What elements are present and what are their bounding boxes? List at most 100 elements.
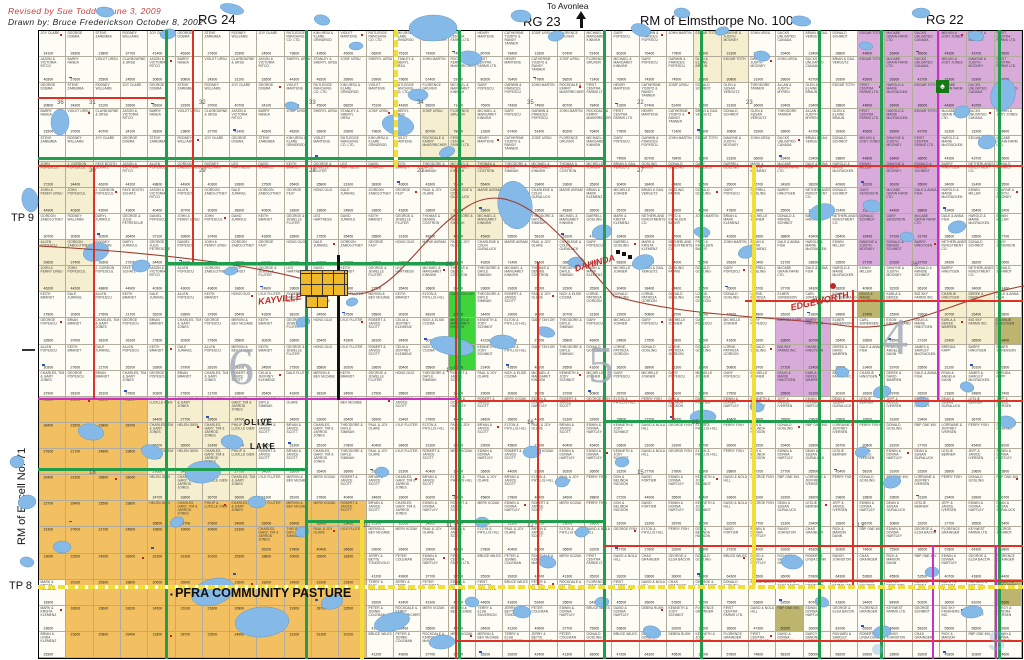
parcel-label: GEORGE FISH 27700 [612, 527, 638, 552]
parcel-cell: SHERYL URSU 29900 [366, 57, 394, 84]
parcel-cell: ALLEN POPESCU 32800 [175, 292, 203, 319]
parcel-label: JOHN MARTIN 77800 [667, 31, 693, 56]
parcel-cell: DONALD GOSLING 38900 [639, 344, 668, 371]
parcel-cell: MARK & KRISTA KLEMENZ 23600 [39, 605, 67, 632]
parcel-cell: FIRST CENTRA FARMS LTD. 77800 [612, 109, 640, 136]
parcel-assessment-value: 29400 [343, 522, 354, 526]
parcel-assessment-value: 45800 [453, 548, 463, 553]
parcel-label: FLORENCE GRUVER 78400 [449, 109, 475, 134]
parcel-owner-name: EDGAR TOTH [968, 136, 991, 140]
parcel-assessment-value: 50800 [726, 365, 736, 370]
parcel-cell: DOUG & MARIE HINGTGEN 25500 [776, 370, 804, 397]
parcel-owner-name: STEVE ZAREMBA [258, 136, 276, 143]
parcel-assessment-value: 31000 [644, 444, 654, 448]
parcel-label: DONALD & RANDIE SCHMIDT 35000 [913, 162, 939, 187]
parcel-owner-name: HAROLD & MARIE McCRACKEN [832, 162, 854, 173]
parcel-cell: DAVID & NOLA HILL 27700 [639, 449, 668, 476]
parcel-assessment-value: 40900 [999, 261, 1009, 265]
parcel-owner-name: THEODORE & DAYLE SIMINUK [258, 397, 282, 408]
parcel-cell: GARY TAYLOR 48100 [530, 344, 558, 371]
parcel-label: MERVIN & BEV McCABE 35200 [476, 632, 502, 657]
parcel-assessment-value: 35800 [316, 182, 327, 187]
parcel-owner-name: MICHELLE JOHNER [723, 318, 741, 326]
parcel-cell: GORDON ZABOLOTNEY 30300 [202, 187, 231, 214]
parcel-assessment-value: 36000 [698, 653, 709, 657]
parcel-label: GOSLING FARMS 38900 [667, 188, 693, 213]
parcel-assessment-value: 39400 [534, 182, 545, 187]
parcel-label: MERV KOZAK 35600 [503, 397, 529, 422]
parcel-assessment-value: 32900 [698, 470, 709, 474]
parcel-label: 18000 [94, 397, 120, 422]
parcel-cell: PAUL & JOY OLARE 40400 [366, 422, 394, 449]
pfra-pasture-label: ▪ PFRA COMMUNITY PASTURE [170, 586, 352, 600]
parcel-cell: HELEN GIEN 24700 [148, 475, 176, 502]
parcel-cell: THEODORE & DAYLE SIMINUK 27800 [284, 527, 313, 554]
parcel-label: 24900 [94, 554, 120, 579]
parcel-owner-name: VIOLET MARTENS [395, 136, 412, 143]
parcel-assessment-value: 32200 [753, 444, 764, 448]
parcel-assessment-value: 20100 [70, 580, 81, 585]
parcel-assessment-value: 22500 [70, 554, 81, 559]
parcel-label: 18300 [66, 606, 92, 631]
parcel-label: JOSIF URSU 13300 [530, 31, 556, 56]
parcel-label: DWAYNE & JUDITH MOONEY 43700 [967, 31, 993, 56]
parcel-cell: RANDY JOHNSTON 39200 [776, 527, 804, 554]
parcel-assessment-value: 34600 [480, 626, 491, 631]
parcel-assessment-value: 30300 [207, 208, 218, 213]
parcel-owner-name: KIM URSU & KLARE GRINDROD [395, 31, 416, 42]
parcel-cell: JOHN URSU 28600 [776, 57, 804, 84]
parcel-assessment-value: 40400 [562, 444, 573, 448]
parcel-owner-name: GEORGE FISH [750, 475, 774, 480]
parcel-label: DEBRA RUSH 45500 [667, 632, 693, 657]
revised-note: Revised by Sue Todd June 3, 2009 [8, 6, 162, 16]
parcel-label: EDWIN & DONNA HARTLEY 29600 [804, 397, 830, 422]
parcel-label: 23800 [121, 501, 147, 526]
parcel-assessment-value: 28500 [453, 313, 463, 317]
parcel-label: VIOLET URSU 37000 [66, 109, 92, 134]
parcel-assessment-value: 35600 [480, 470, 491, 474]
parcel-label: JOHN & PENNY URSU 46200 [39, 266, 65, 291]
parcel-assessment-value: 36800 [507, 182, 518, 187]
parcel-cell: HENRY MARTENS 80700 [475, 31, 504, 58]
parcel-owner-name: GEORGE & ELDA BACON [968, 554, 991, 561]
parcel-assessment-value: 35400 [971, 208, 982, 213]
parcel-label: 18300 [339, 554, 365, 579]
parcel-assessment-value: 36000 [780, 574, 791, 579]
parcel-owner-name: KEITH BRANDT [395, 162, 410, 170]
parcel-cell: KENNETH & JODY SCHMIDT 33600 [612, 422, 640, 449]
parcel-label: THEODORE & DAYLE SIMINUK 35800 [558, 318, 584, 343]
parcel-cell: RYAN & ANGELA DUNN 21800 [940, 370, 968, 397]
parcel-label: BARRY HINGTGEN 30700 [804, 318, 830, 343]
parcel-label: KIM URSU & KLARE GRINDROD 75100 [394, 31, 420, 56]
parcel-assessment-value: 28100 [98, 339, 108, 344]
parcel-cell: MERVIN & BEV McCABE 26400 [284, 501, 313, 528]
parcel-owner-name: JOSIF URSU [340, 57, 361, 62]
parcel-cell: DONALD SCHMIDT 30800 [721, 109, 749, 136]
parcel-owner-name: GORDON ZABOLOTNEY [177, 162, 200, 170]
parcel-assessment-value: 33000 [398, 496, 409, 500]
parcel-cell: PAUL & JOY OLARE 29000 [475, 370, 504, 397]
parcel-cell: CATHERINE YOZIPO & RANDY TANNER 77800 [530, 57, 558, 84]
parcel-owner-name: JOHN MARTIN [723, 240, 747, 244]
water-marker [943, 651, 947, 653]
parcel-cell: TERRY & ELSA SILVERSON 34600 [475, 605, 504, 632]
parcel-assessment-value: 52800 [862, 574, 873, 579]
parcel-owner-name: HENRY MARTENS [477, 136, 494, 143]
parcel-assessment-value: 28100 [207, 365, 218, 370]
parcel-assessment-value: 40600 [261, 208, 272, 213]
parcel-label: MARK & KRISTA KLEMENZ 23600 [39, 606, 65, 631]
parcel-assessment-value: 31900 [671, 444, 682, 448]
parcel-cell: RUTLEDGE RANCHING CO. LTD. 68200 [366, 31, 394, 58]
parcel-label: KEITH BRANDT 27600 [66, 345, 92, 370]
parcel-cell: JASON & VICTORIA RITCO 40300 [148, 266, 176, 293]
parcel-label: MICHELLE JOHNER 58300 [749, 214, 775, 239]
parcel-cell: 26900 [257, 631, 285, 658]
parcel-owner-name: BIG SKY FARMS INC. [777, 345, 798, 352]
parcel-cell: ROBERT & JANICE SCOTT 29400 [339, 501, 367, 528]
parcel-label: PHILIP & LUCILLE GIEN 36700 [203, 475, 229, 500]
parcel-cell: BRYAN & JANICE SCOTT 29000 [475, 422, 504, 449]
parcel-cell: PAUL & JOY OLARE 45800 [475, 475, 504, 502]
parcel-cell: DALE JURAVEL 38300 [230, 187, 258, 214]
parcel-assessment-value: 31300 [152, 554, 163, 559]
parcel-owner-name: RODNEY WILLIAMS [67, 214, 84, 222]
